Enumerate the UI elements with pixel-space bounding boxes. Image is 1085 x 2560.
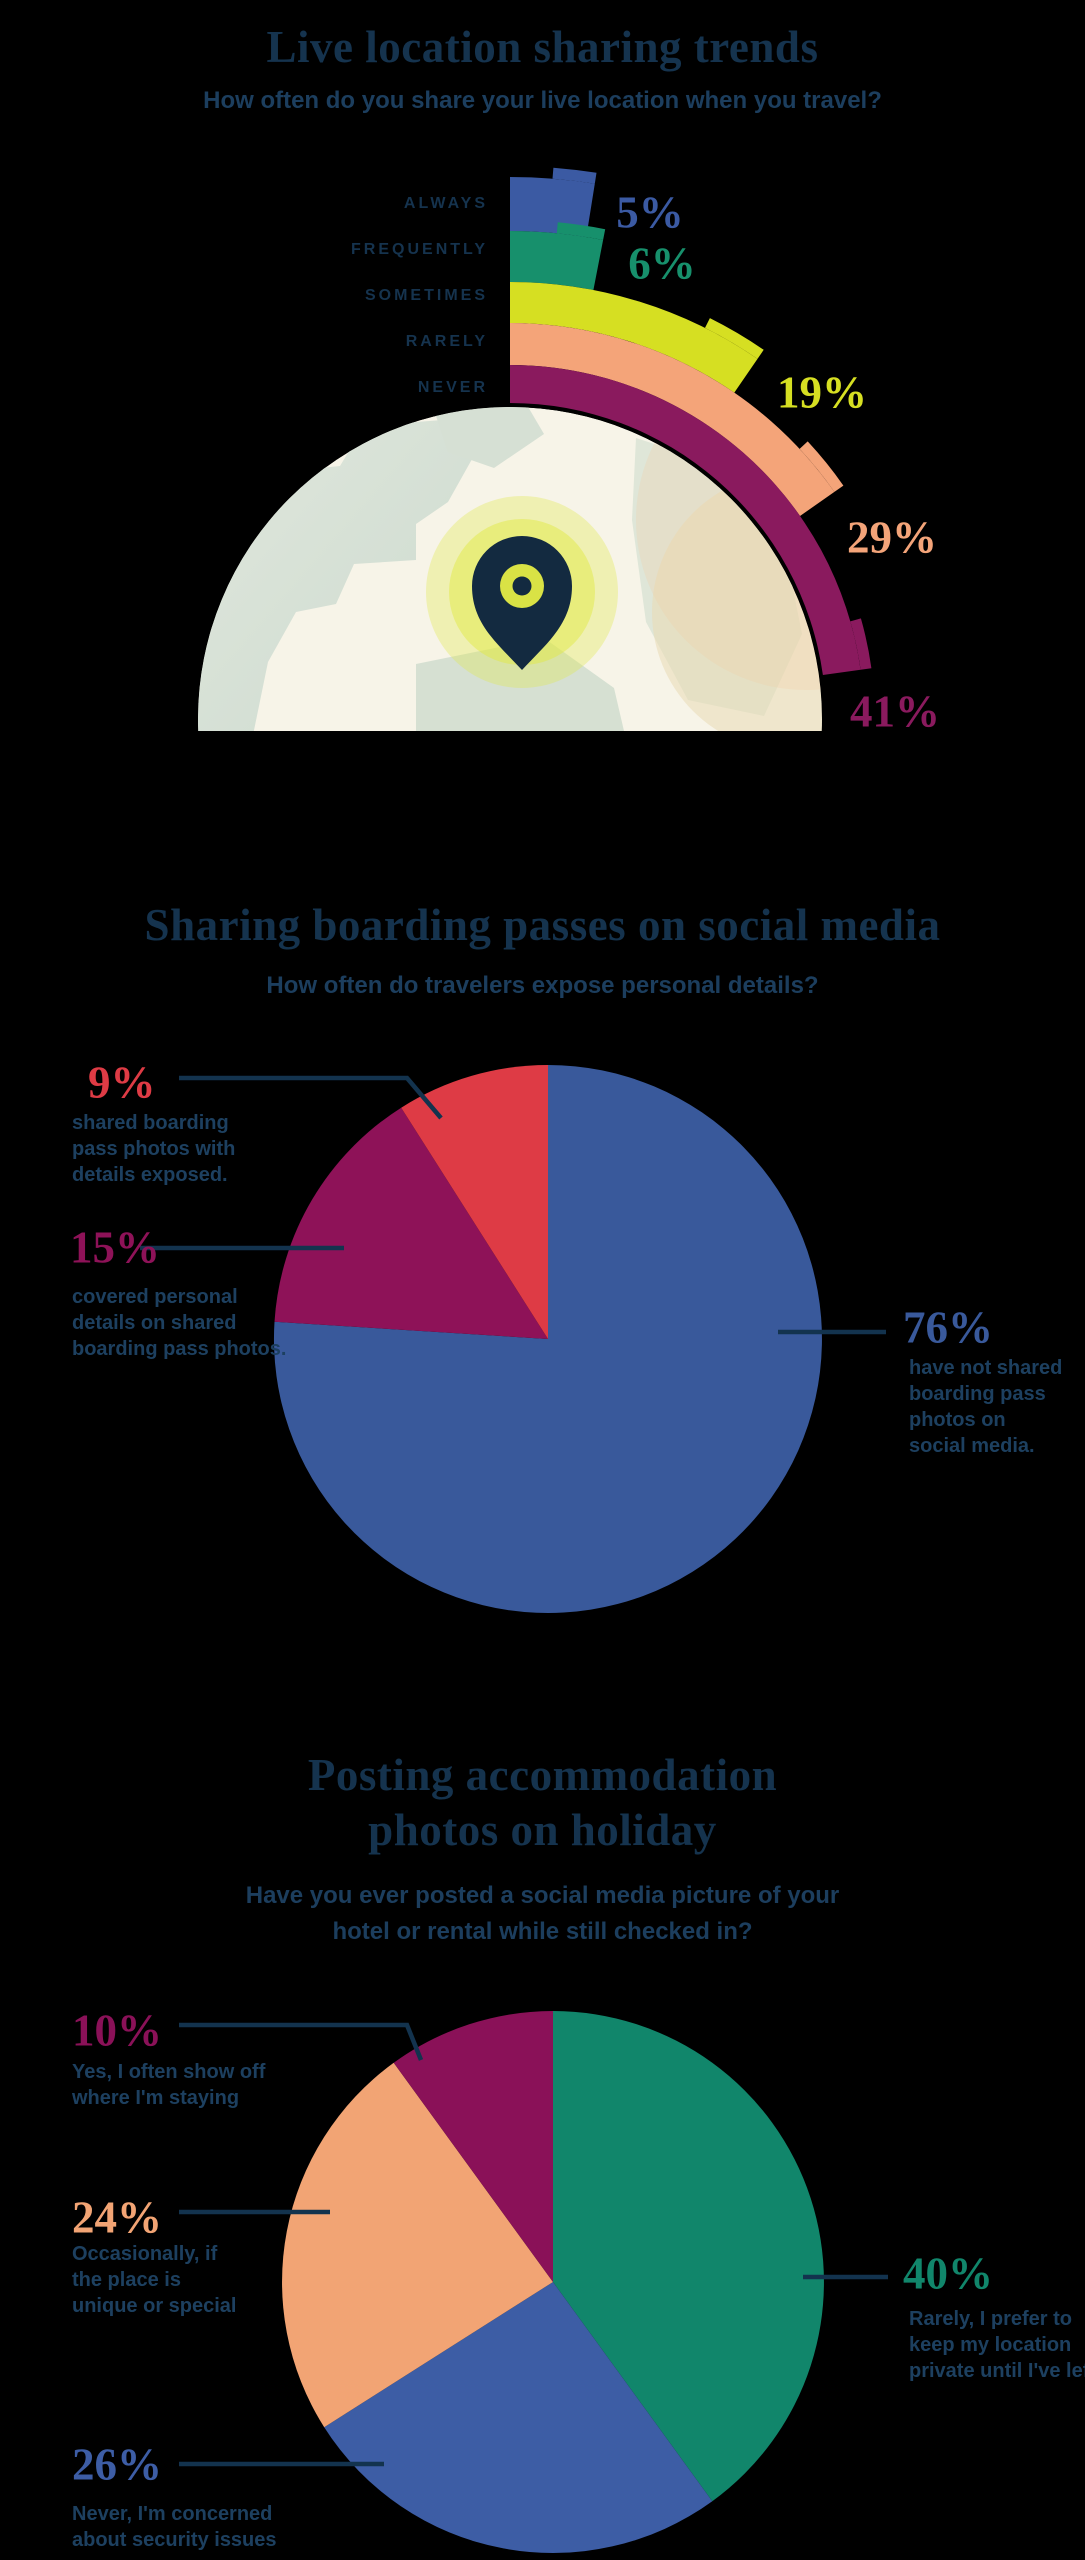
desc-line: details exposed.: [72, 1164, 228, 1186]
desc-line: Rarely, I prefer to: [909, 2308, 1073, 2330]
desc-line: unique or special: [72, 2295, 237, 2317]
pie3-label-26pct: 26%: [72, 2439, 162, 2490]
category-label-rarely: RARELY: [405, 333, 488, 350]
desc-line: about security issues: [72, 2529, 277, 2551]
desc-line: details on shared: [72, 1312, 237, 1334]
desc-line: boarding pass: [909, 1383, 1046, 1405]
pie2-label-9pct: 9%: [88, 1057, 156, 1108]
desc-line: keep my location: [909, 2334, 1072, 2356]
category-label-frequently: FREQUENTLY: [351, 241, 488, 258]
percent-label-frequently: 6%: [628, 238, 696, 289]
desc-line: covered personal: [72, 1286, 238, 1308]
pie2-desc-9pct: shared boarding pass photos with details…: [72, 1110, 235, 1188]
chart2-subtitle: How often do travelers expose personal d…: [266, 972, 819, 999]
desc-line: pass photos with: [72, 1138, 236, 1160]
chart1-subtitle: How often do you share your live locatio…: [203, 87, 882, 114]
category-label-never: NEVER: [417, 379, 488, 396]
pie2-desc-15pct: covered personal details on shared board…: [72, 1284, 286, 1362]
pie2-desc-76pct: have not shared boarding pass photos on …: [909, 1355, 1062, 1459]
desc-line: Never, I'm concerned: [72, 2503, 273, 2525]
pie3-desc-40pct: Rarely, I prefer to keep my location pri…: [909, 2306, 1085, 2384]
pie3-label-40pct: 40%: [903, 2248, 993, 2299]
pie3-label-10pct: 10%: [72, 2005, 162, 2056]
pie3-label-24pct: 24%: [72, 2192, 162, 2243]
chart3-title-line1: Posting accommodation: [307, 1750, 778, 1800]
category-label-sometimes: SOMETIMES: [364, 287, 488, 304]
chart3-subtitle-line2: hotel or rental while still checked in?: [332, 1918, 753, 1945]
pie3-desc-26pct: Never, I'm concerned about security issu…: [72, 2501, 277, 2553]
chart1-title: Live location sharing trends: [266, 22, 819, 72]
desc-line: social media.: [909, 1435, 1035, 1457]
chart2-title: Sharing boarding passes on social media: [144, 900, 941, 950]
desc-line: boarding pass photos.: [72, 1338, 287, 1360]
percent-label-sometimes: 19%: [777, 367, 867, 418]
pie2-label-15pct: 15%: [70, 1222, 160, 1273]
desc-line: photos on: [909, 1409, 1006, 1431]
desc-line: the place is: [72, 2269, 181, 2291]
chart3-title-line2: photos on holiday: [368, 1805, 717, 1855]
percent-label-always: 5%: [616, 187, 684, 238]
percent-label-rarely: 29%: [847, 512, 937, 563]
category-label-always: ALWAYS: [403, 195, 488, 212]
pie2-label-76pct: 76%: [903, 1302, 993, 1353]
chart3-subtitle-line1: Have you ever posted a social media pict…: [245, 1882, 840, 1909]
desc-line: Occasionally, if: [72, 2243, 218, 2265]
desc-line: Yes, I often show off: [72, 2061, 266, 2083]
pie3-desc-10pct: Yes, I often show off where I'm staying: [72, 2059, 265, 2111]
percent-label-never: 41%: [850, 686, 940, 737]
desc-line: private until I've left: [909, 2360, 1085, 2382]
desc-line: where I'm staying: [72, 2087, 240, 2109]
pie3-desc-24pct: Occasionally, if the place is unique or …: [72, 2241, 236, 2319]
desc-line: shared boarding: [72, 1112, 229, 1134]
desc-line: have not shared: [909, 1357, 1063, 1379]
